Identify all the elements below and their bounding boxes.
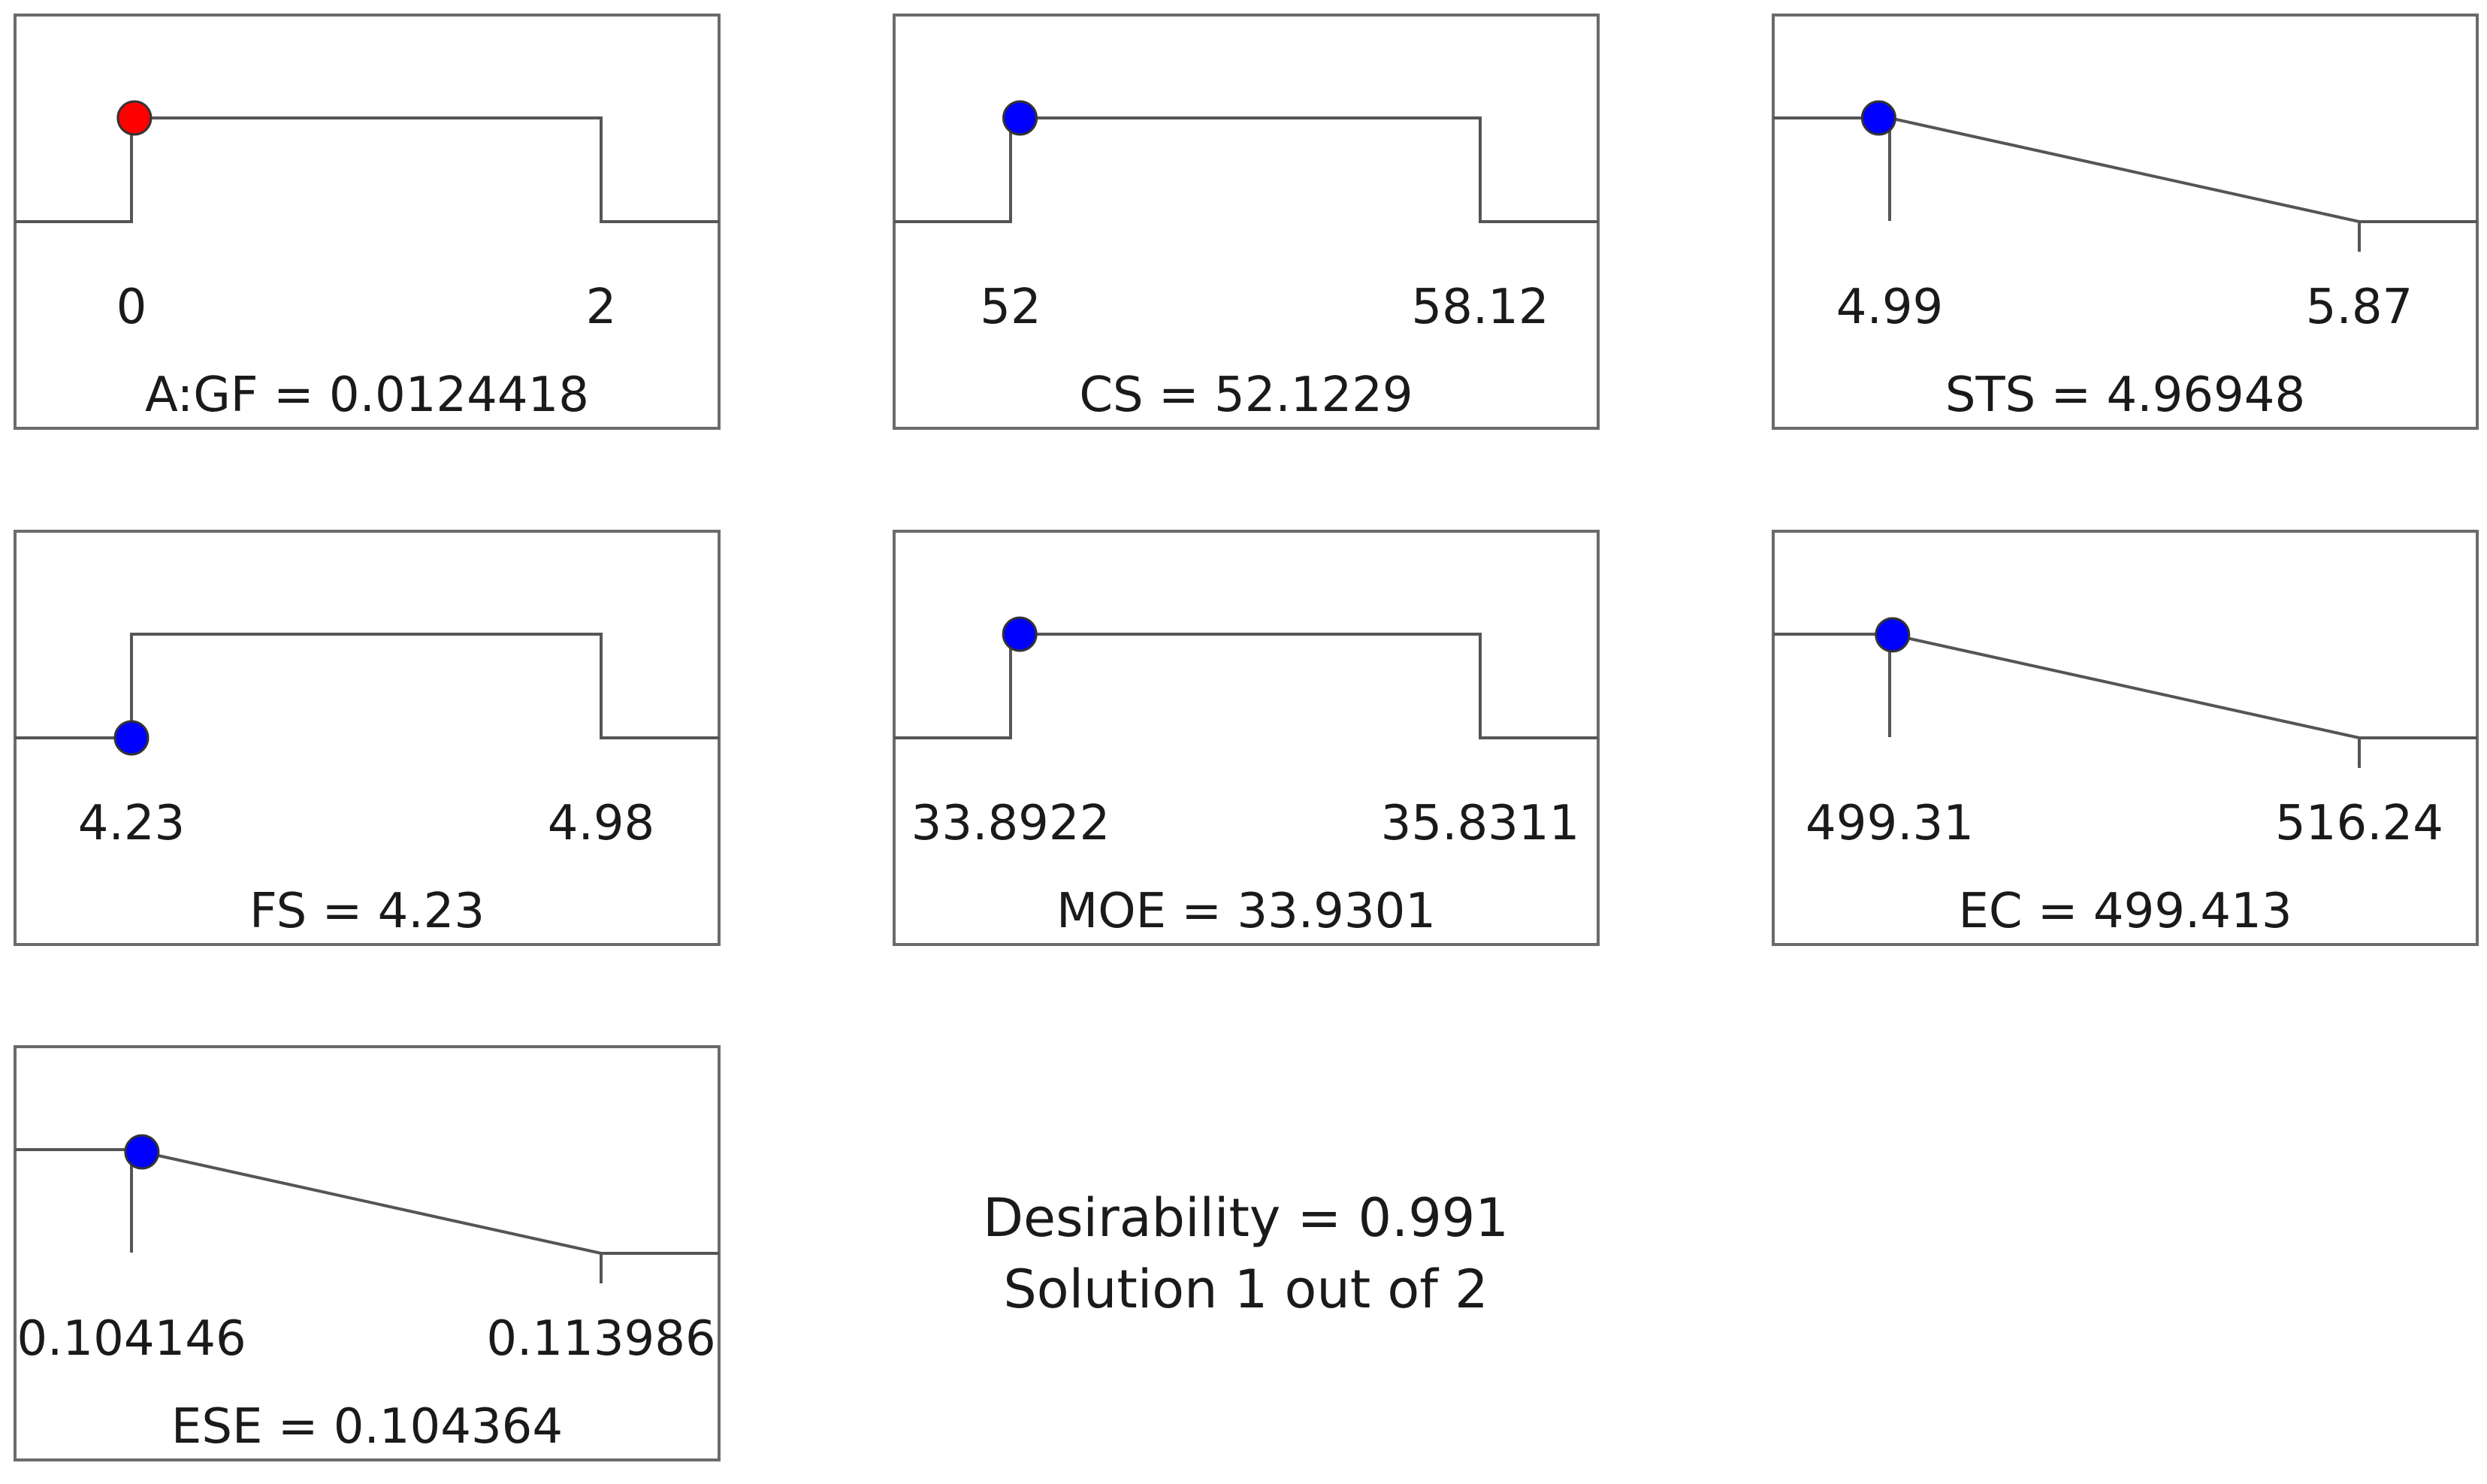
panel-moe: 33.8922 35.8311 MOE = 33.9301: [893, 530, 1600, 946]
low-limit-label: 33.8922: [911, 796, 1111, 851]
current-value-marker: [1002, 100, 1038, 136]
current-value-marker: [113, 720, 150, 756]
current-value-marker: [1860, 100, 1896, 136]
current-value-marker: [116, 100, 153, 136]
factor-readout: STS = 4.96948: [1945, 367, 2305, 423]
factor-readout: ESE = 0.104364: [171, 1399, 563, 1455]
high-limit-label: 516.24: [2275, 796, 2443, 851]
low-limit-label: 4.99: [1836, 280, 1944, 335]
desirability-curve: [1773, 116, 2477, 223]
desirability-curve: [894, 633, 1598, 739]
desirability-curve: [1773, 633, 2477, 739]
solution-summary: Solution 1 out of 2: [1003, 1259, 1488, 1320]
panel-ese: 0.104146 0.113986 ESE = 0.104364: [14, 1045, 721, 1461]
panel-a-gf: 0 2 A:GF = 0.0124418: [14, 14, 721, 430]
high-limit-label: 35.8311: [1381, 796, 1580, 851]
low-limit-label: 499.31: [1806, 796, 1974, 851]
desirability-curve: [894, 116, 1598, 223]
low-limit-label: 0.104146: [17, 1311, 246, 1367]
high-limit-label: 0.113986: [486, 1311, 715, 1367]
panel-cs: 52 58.12 CS = 52.1229: [893, 14, 1600, 430]
factor-readout: A:GF = 0.0124418: [145, 367, 589, 423]
panel-ec: 499.31 516.24 EC = 499.413: [1772, 530, 2479, 946]
desirability-summary: Desirability = 0.991: [983, 1187, 1509, 1249]
high-limit-label: 4.98: [548, 796, 655, 851]
desirability-curve: [15, 116, 719, 223]
high-limit-label: 58.12: [1411, 280, 1549, 335]
low-limit-label: 52: [980, 280, 1041, 335]
panels-group: 0 2 A:GF = 0.0124418 52 58.12 CS = 52.1229 4.9…: [14, 14, 2479, 1461]
factor-readout: FS = 4.23: [249, 884, 485, 939]
desirability-curve: [15, 633, 719, 739]
factor-readout: EC = 499.413: [1958, 884, 2292, 939]
desirability-curve: [15, 1148, 719, 1255]
high-limit-label: 5.87: [2306, 280, 2413, 335]
low-limit-label: 0: [116, 280, 147, 335]
current-value-marker: [124, 1134, 160, 1170]
factor-readout: MOE = 33.9301: [1056, 884, 1436, 939]
current-value-marker: [1875, 617, 1911, 653]
low-limit-label: 4.23: [78, 796, 186, 851]
current-value-marker: [1002, 616, 1038, 652]
high-limit-label: 2: [586, 280, 617, 335]
factor-readout: CS = 52.1229: [1079, 367, 1413, 423]
panel-fs: 4.23 4.98 FS = 4.23: [14, 530, 721, 946]
